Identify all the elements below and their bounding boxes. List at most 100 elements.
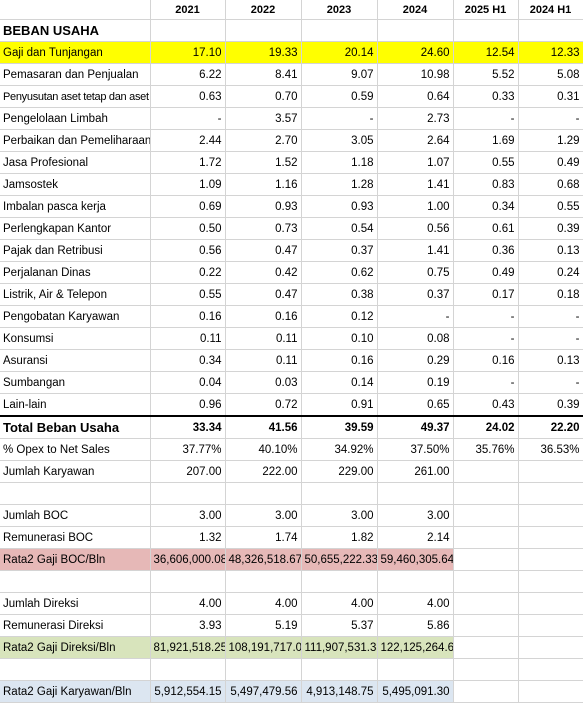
empty-cell[interactable] <box>225 570 302 593</box>
value-cell[interactable]: - <box>377 305 454 328</box>
empty-cell[interactable] <box>301 19 378 42</box>
empty-cell[interactable] <box>150 19 226 42</box>
empty-cell[interactable] <box>518 570 583 593</box>
value-cell[interactable]: 1.41 <box>377 239 454 262</box>
value-cell[interactable]: 12.54 <box>453 41 519 64</box>
value-cell[interactable] <box>453 614 519 637</box>
value-cell[interactable]: 1.41 <box>377 173 454 196</box>
value-cell[interactable]: 2.70 <box>225 129 302 152</box>
section-title[interactable]: BEBAN USAHA <box>0 19 151 42</box>
value-cell[interactable] <box>518 460 583 483</box>
value-cell[interactable]: 2.14 <box>377 526 454 549</box>
empty-cell[interactable] <box>518 19 583 42</box>
header-cell-2025-h1[interactable]: 2025 H1 <box>453 0 519 20</box>
empty-cell[interactable] <box>150 570 226 593</box>
value-cell[interactable]: - <box>453 327 519 350</box>
row-label[interactable]: Asuransi <box>0 349 151 372</box>
value-cell[interactable]: 5.08 <box>518 63 583 86</box>
value-cell[interactable] <box>453 460 519 483</box>
value-cell[interactable]: 4.00 <box>225 592 302 615</box>
value-cell[interactable]: - <box>301 107 378 130</box>
value-cell[interactable]: 0.93 <box>301 195 378 218</box>
row-label[interactable]: Konsumsi <box>0 327 151 350</box>
value-cell[interactable]: 0.70 <box>225 85 302 108</box>
empty-cell[interactable] <box>301 570 378 593</box>
value-cell[interactable]: 0.39 <box>518 393 583 417</box>
row-label[interactable]: Listrik, Air & Telepon <box>0 283 151 306</box>
row-label[interactable]: Perlengkapan Kantor <box>0 217 151 240</box>
empty-cell[interactable] <box>150 482 226 505</box>
empty-cell[interactable] <box>453 19 519 42</box>
value-cell[interactable]: 0.11 <box>225 327 302 350</box>
value-cell[interactable]: 0.39 <box>518 217 583 240</box>
value-cell[interactable]: 207.00 <box>150 460 226 483</box>
value-cell[interactable]: 0.55 <box>518 195 583 218</box>
value-cell[interactable]: 229.00 <box>301 460 378 483</box>
row-label[interactable]: Jamsostek <box>0 173 151 196</box>
empty-cell[interactable] <box>301 482 378 505</box>
value-cell[interactable]: 0.49 <box>518 151 583 174</box>
value-cell[interactable]: 0.16 <box>150 305 226 328</box>
value-cell[interactable]: 59,460,305.64 <box>377 548 454 571</box>
value-cell[interactable]: - <box>453 371 519 394</box>
value-cell[interactable]: 0.49 <box>453 261 519 284</box>
value-cell[interactable]: 5.86 <box>377 614 454 637</box>
value-cell[interactable]: 34.92% <box>301 438 378 461</box>
value-cell[interactable]: 1.07 <box>377 151 454 174</box>
value-cell[interactable] <box>453 504 519 527</box>
value-cell[interactable]: 0.13 <box>518 349 583 372</box>
value-cell[interactable]: 1.32 <box>150 526 226 549</box>
value-cell[interactable]: 40.10% <box>225 438 302 461</box>
value-cell[interactable]: 2.73 <box>377 107 454 130</box>
value-cell[interactable]: 0.63 <box>150 85 226 108</box>
value-cell[interactable]: 0.91 <box>301 393 378 417</box>
value-cell[interactable]: 17.10 <box>150 41 226 64</box>
value-cell[interactable]: 5,497,479.56 <box>225 680 302 703</box>
value-cell[interactable] <box>518 526 583 549</box>
value-cell[interactable]: 0.31 <box>518 85 583 108</box>
value-cell[interactable]: 0.93 <box>225 195 302 218</box>
value-cell[interactable]: 0.42 <box>225 261 302 284</box>
value-cell[interactable]: 0.65 <box>377 393 454 417</box>
value-cell[interactable]: 0.61 <box>453 217 519 240</box>
empty-cell[interactable] <box>301 658 378 681</box>
empty-cell[interactable] <box>377 19 454 42</box>
value-cell[interactable]: 1.29 <box>518 129 583 152</box>
value-cell[interactable]: 0.34 <box>453 195 519 218</box>
value-cell[interactable]: 0.83 <box>453 173 519 196</box>
value-cell[interactable] <box>453 680 519 703</box>
empty-cell[interactable] <box>150 658 226 681</box>
value-cell[interactable]: 0.75 <box>377 261 454 284</box>
value-cell[interactable]: 0.12 <box>301 305 378 328</box>
value-cell[interactable]: 22.20 <box>518 415 583 439</box>
value-cell[interactable]: 4.00 <box>301 592 378 615</box>
row-label[interactable]: Imbalan pasca kerja <box>0 195 151 218</box>
row-label[interactable]: Pemasaran dan Penjualan <box>0 63 151 86</box>
value-cell[interactable]: 0.16 <box>225 305 302 328</box>
row-label[interactable]: Lain-lain <box>0 393 151 417</box>
value-cell[interactable]: 0.62 <box>301 261 378 284</box>
value-cell[interactable]: 35.76% <box>453 438 519 461</box>
row-label[interactable]: Remunerasi BOC <box>0 526 151 549</box>
value-cell[interactable]: 5.52 <box>453 63 519 86</box>
value-cell[interactable]: 0.08 <box>377 327 454 350</box>
value-cell[interactable]: 0.33 <box>453 85 519 108</box>
value-cell[interactable]: 37.50% <box>377 438 454 461</box>
value-cell[interactable]: 5.37 <box>301 614 378 637</box>
value-cell[interactable]: 0.38 <box>301 283 378 306</box>
value-cell[interactable]: 3.05 <box>301 129 378 152</box>
value-cell[interactable]: 3.00 <box>301 504 378 527</box>
row-label[interactable]: Rata2 Gaji Direksi/Bln <box>0 636 151 659</box>
value-cell[interactable]: 0.55 <box>453 151 519 174</box>
row-label[interactable]: Pajak dan Retribusi <box>0 239 151 262</box>
value-cell[interactable]: 0.64 <box>377 85 454 108</box>
value-cell[interactable]: 1.74 <box>225 526 302 549</box>
value-cell[interactable]: 1.52 <box>225 151 302 174</box>
empty-cell[interactable] <box>453 658 519 681</box>
row-label[interactable]: Pengobatan Karyawan <box>0 305 151 328</box>
value-cell[interactable]: 49.37 <box>377 415 454 439</box>
value-cell[interactable]: 0.34 <box>150 349 226 372</box>
value-cell[interactable]: - <box>518 305 583 328</box>
value-cell[interactable] <box>518 504 583 527</box>
value-cell[interactable]: 0.47 <box>225 283 302 306</box>
